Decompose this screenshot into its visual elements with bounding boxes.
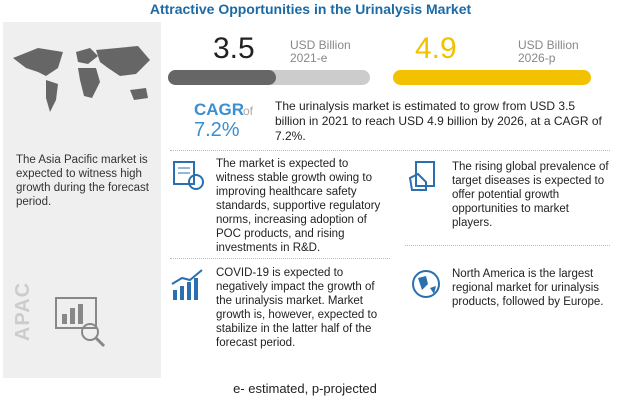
region-tag: APAC — [12, 281, 35, 342]
region-text: The Asia Pacific market is expected to w… — [16, 154, 149, 208]
bar-2026 — [393, 70, 591, 85]
cagr-of: of — [243, 104, 254, 118]
disease-icon — [408, 161, 435, 191]
insight: The market is expected to witness stable… — [216, 158, 381, 254]
insight: COVID-19 is expected to negatively impac… — [216, 267, 378, 349]
unit-2026: USD Billion — [518, 38, 579, 52]
divider — [405, 245, 610, 246]
analysis-icon — [55, 297, 106, 348]
cagr-label: CAGR — [194, 100, 245, 119]
insight: North America is the largest regional ma… — [452, 268, 604, 308]
globe-icon — [412, 270, 440, 298]
unit-2021: USD Billion — [290, 38, 351, 52]
value-2021: 3.5 — [213, 32, 255, 65]
cagr-value: 7.2% — [194, 119, 240, 141]
value-2026: 4.9 — [415, 32, 457, 65]
divider — [170, 258, 390, 259]
growth-icon — [173, 161, 204, 190]
insight: The rising global prevalence of target d… — [452, 161, 609, 229]
bar-2021 — [168, 70, 276, 85]
trend-icon — [171, 269, 203, 300]
summary: The urinalysis market is estimated to gr… — [275, 99, 602, 143]
title: Attractive Opportunities in the Urinalys… — [149, 1, 472, 17]
divider — [170, 150, 610, 151]
world-map — [13, 46, 150, 112]
year-2026: 2026-p — [518, 51, 556, 65]
year-2021: 2021-e — [290, 51, 328, 65]
footnote: e- estimated, p-projected — [233, 381, 377, 396]
